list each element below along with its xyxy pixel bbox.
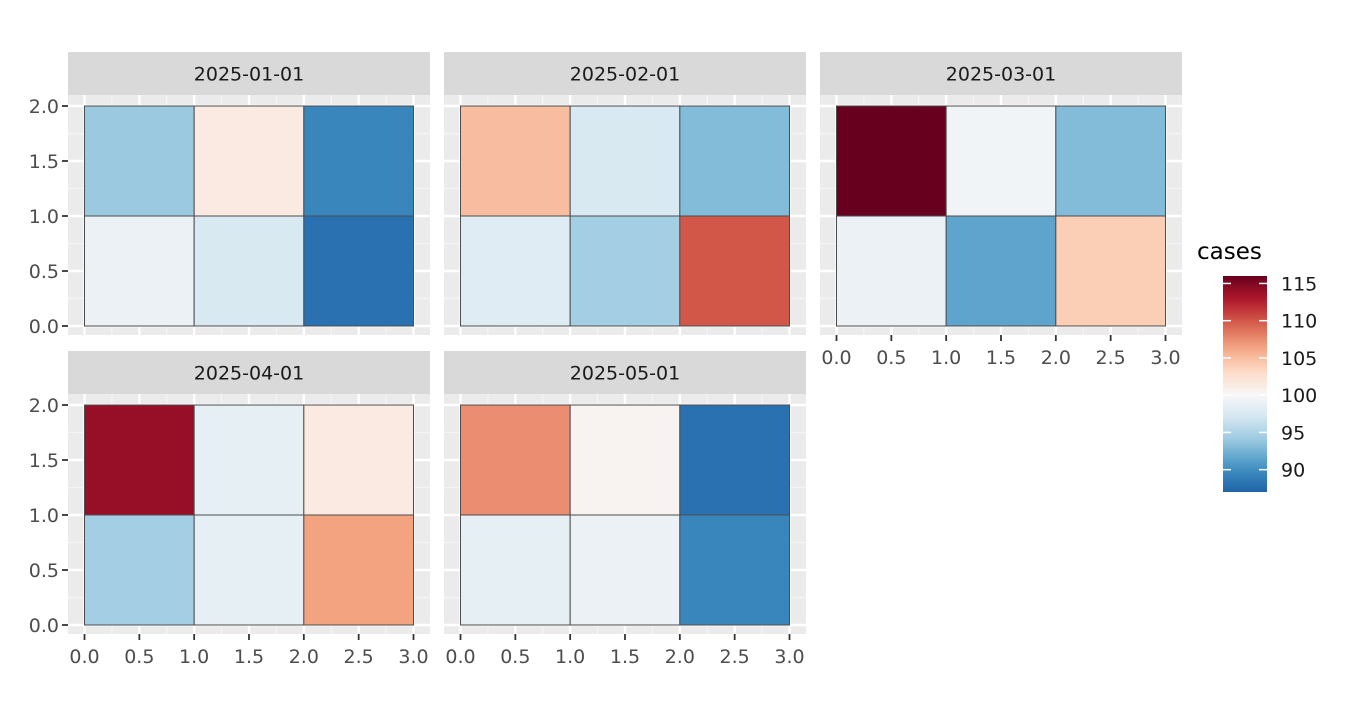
legend-tick-label: 95 xyxy=(1281,422,1305,444)
facet-strip-label: 2025-05-01 xyxy=(570,363,680,385)
y-tick-label: 1.0 xyxy=(29,505,59,527)
x-tick-label: 3.0 xyxy=(1150,347,1180,369)
heatmap-tile xyxy=(84,105,195,217)
legend-colorbar xyxy=(1223,276,1267,492)
heatmap-tile xyxy=(945,105,1057,217)
legend-tick-label: 115 xyxy=(1281,273,1317,295)
heatmap-tile xyxy=(460,514,571,626)
facet-strip xyxy=(820,52,1182,95)
heatmap-tile xyxy=(303,215,415,327)
x-tick-label: 2.0 xyxy=(289,646,319,668)
y-tick-label: 2.0 xyxy=(29,96,59,118)
y-tick-label: 0.5 xyxy=(29,261,59,283)
heatmap-tile xyxy=(679,514,790,626)
y-tick-label: 0.0 xyxy=(29,316,59,338)
heatmap-tile xyxy=(679,404,790,516)
heatmap-tile xyxy=(84,404,195,516)
heatmap-tile xyxy=(303,514,415,626)
x-tick-label: 0.0 xyxy=(69,646,99,668)
x-tick-label: 3.0 xyxy=(774,646,804,668)
heatmap-tile xyxy=(679,215,790,327)
heatmap-tile xyxy=(84,215,195,327)
heatmap-tile xyxy=(1055,105,1167,217)
heatmap-tile xyxy=(569,404,681,516)
legend-tick-label: 100 xyxy=(1281,385,1317,407)
x-tick-label: 2.5 xyxy=(1096,347,1126,369)
heatmap-tile xyxy=(193,514,305,626)
x-tick-label: 2.0 xyxy=(1041,347,1071,369)
heatmap-tile xyxy=(84,514,195,626)
heatmap-tile xyxy=(679,105,790,217)
x-tick-label: 2.5 xyxy=(344,646,374,668)
facet-strip-label: 2025-02-01 xyxy=(570,64,680,86)
y-tick-label: 0.5 xyxy=(29,560,59,582)
legend-tick-label: 105 xyxy=(1281,348,1317,370)
heatmap-tile xyxy=(569,215,681,327)
x-tick-label: 2.5 xyxy=(720,646,750,668)
x-tick-label: 1.0 xyxy=(931,347,961,369)
legend-tick-label: 110 xyxy=(1281,311,1317,333)
x-tick-label: 0.5 xyxy=(876,347,906,369)
x-tick-label: 1.0 xyxy=(555,646,585,668)
y-tick-label: 0.0 xyxy=(29,615,59,637)
y-tick-label: 1.5 xyxy=(29,151,59,173)
heatmap-tile xyxy=(1055,215,1167,327)
y-tick-label: 1.0 xyxy=(29,206,59,228)
heatmap-tile xyxy=(569,514,681,626)
x-tick-label: 1.5 xyxy=(234,646,264,668)
heatmap-tile xyxy=(460,105,571,217)
heatmap-tile xyxy=(460,215,571,327)
heatmap-tile xyxy=(193,215,305,327)
x-tick-label: 2.0 xyxy=(665,646,695,668)
heatmap-tile xyxy=(836,215,947,327)
legend-title: cases xyxy=(1197,239,1262,265)
x-tick-label: 3.0 xyxy=(398,646,428,668)
facet-strip-label: 2025-03-01 xyxy=(946,64,1056,86)
facet-strip xyxy=(68,52,430,95)
heatmap-tile xyxy=(945,215,1057,327)
heatmap-tile xyxy=(303,404,415,516)
y-tick-label: 2.0 xyxy=(29,395,59,417)
facet-strip-label: 2025-01-01 xyxy=(194,64,304,86)
x-tick-label: 1.5 xyxy=(610,646,640,668)
x-tick-label: 0.5 xyxy=(500,646,530,668)
heatmap-tile xyxy=(193,105,305,217)
heatmap-tile xyxy=(836,105,947,217)
x-tick-label: 1.5 xyxy=(986,347,1016,369)
heatmap-tile xyxy=(193,404,305,516)
heatmap-tile xyxy=(460,404,571,516)
legend-tick-label: 90 xyxy=(1281,460,1305,482)
y-tick-label: 1.5 xyxy=(29,450,59,472)
x-tick-label: 0.0 xyxy=(445,646,475,668)
facet-strip xyxy=(444,52,806,95)
heatmap-tile xyxy=(303,105,415,217)
facet-strip xyxy=(444,351,806,394)
facet-strip-label: 2025-04-01 xyxy=(194,363,304,385)
x-tick-label: 0.5 xyxy=(124,646,154,668)
heatmap-tile xyxy=(569,105,681,217)
facet-strip xyxy=(68,351,430,394)
x-tick-label: 1.0 xyxy=(179,646,209,668)
x-tick-label: 0.0 xyxy=(821,347,851,369)
